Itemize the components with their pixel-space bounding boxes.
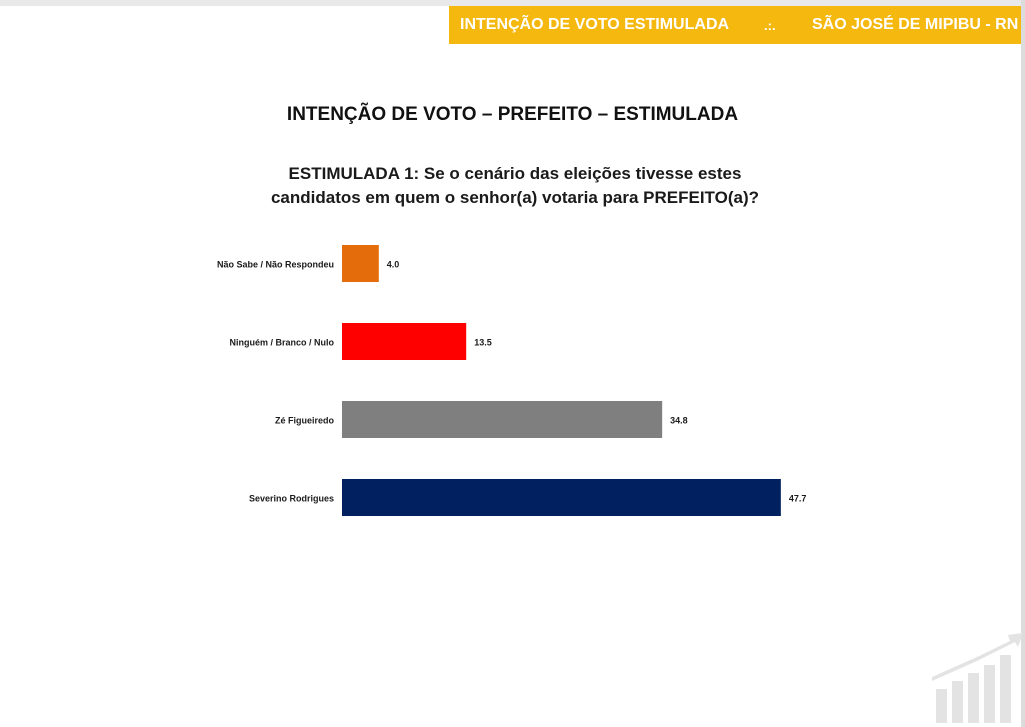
header-banner: INTENÇÃO DE VOTO ESTIMULADA .:. SÃO JOSÉ… [449,6,1021,44]
right-frame-strip [1021,0,1025,727]
bar [342,245,379,282]
category-label: Severino Rodrigues [249,494,334,504]
category-label: Ninguém / Branco / Nulo [229,338,334,348]
value-label: 13.5 [474,338,492,348]
bar-chart: Não Sabe / Não Respondeu 4.0 Ninguém / Bra… [217,245,807,516]
bar [342,401,663,438]
header-location: SÃO JOSÉ DE MIPIBU - RN [812,16,1019,33]
bar [342,479,781,516]
header-separator: .:. [764,17,776,33]
category-label: Não Sabe / Não Respondeu [217,260,334,270]
top-frame-strip [0,0,1025,6]
bar [342,323,467,360]
value-label: 34.8 [670,416,688,426]
value-label: 4.0 [387,260,400,270]
survey-question: ESTIMULADA 1: Se o cenário das eleições … [220,162,810,210]
growth-chart-logo-icon [932,633,1023,723]
header-title: INTENÇÃO DE VOTO ESTIMULADA [460,16,730,33]
slide-title: INTENÇÃO DE VOTO – PREFEITO – ESTIMULADA [286,104,739,125]
category-label: Zé Figueiredo [275,416,335,426]
question-line-2: candidatos em quem o senhor(a) votaria p… [270,188,760,207]
question-line-1: ESTIMULADA 1: Se o cenário das eleições … [288,164,742,183]
value-label: 47.7 [789,494,807,504]
